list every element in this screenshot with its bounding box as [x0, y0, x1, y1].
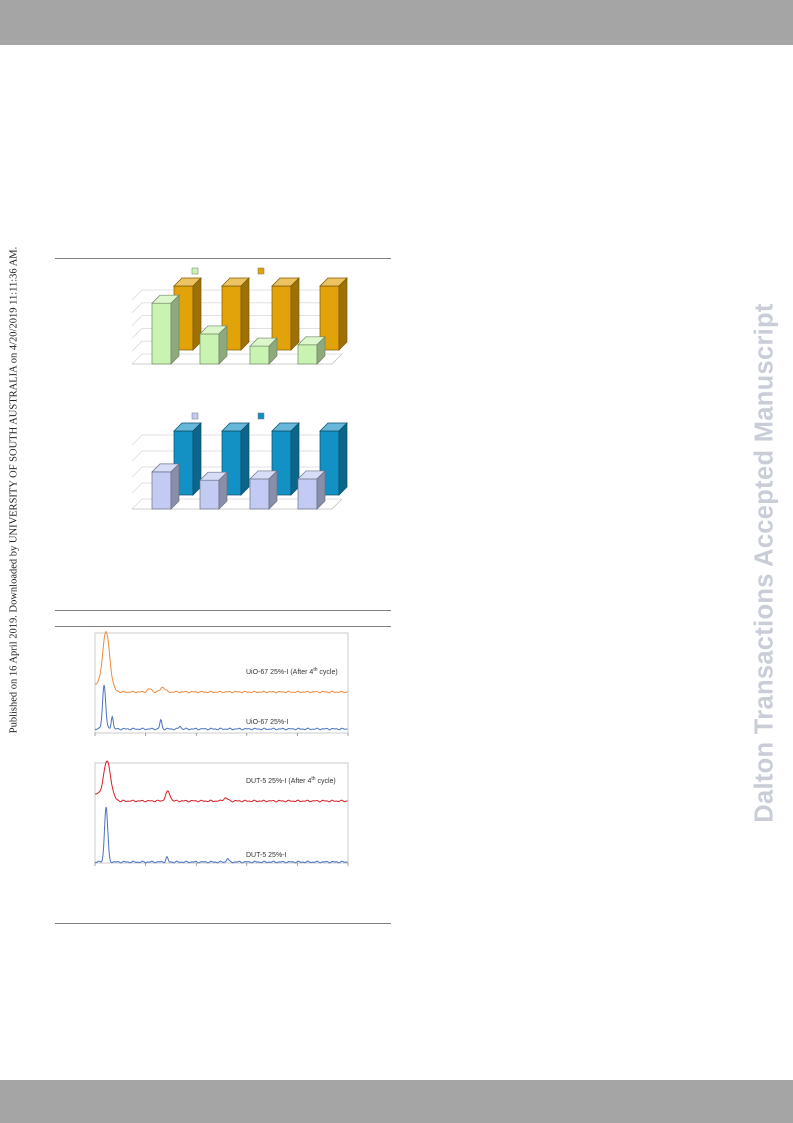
annotation-sup: th	[311, 776, 315, 782]
publication-note: Published on 16 April 2019. Downloaded b…	[8, 246, 20, 734]
floor-line	[331, 353, 343, 365]
gridline-side	[131, 315, 143, 326]
bar-back-side	[290, 277, 300, 351]
figure-top-rule	[55, 258, 391, 259]
figure-divider-rule	[55, 610, 391, 611]
gridline-side	[131, 434, 143, 446]
legend-swatch	[191, 267, 199, 275]
gridline-side	[131, 328, 143, 339]
legend-swatch	[191, 412, 199, 420]
trace-annotation: UiO-67 25%-I	[246, 719, 288, 726]
bar-front-side	[268, 470, 278, 510]
annotation-text-post: cycle)	[317, 669, 337, 676]
trace-annotation: DUT-5 25%-I	[246, 852, 287, 859]
annotation-text: UiO-67 25%-I (After 4	[246, 669, 313, 676]
gridline-side	[131, 289, 143, 301]
annotation-sup: th	[313, 667, 317, 673]
bar-back-side	[338, 277, 348, 351]
bar-chart-uio	[131, 267, 348, 365]
bar-back-side	[240, 422, 250, 496]
trace-annotation: UiO-67 25%-I (After 4th cycle)	[246, 667, 338, 676]
bar-front	[249, 470, 278, 510]
xrd-chart-dut5: DUT-5 25%-I (After 4th cycle) DUT-5 25%-I	[94, 760, 349, 866]
bar-front-front	[249, 478, 270, 510]
bar-front-side	[218, 325, 228, 365]
plot-frame	[94, 762, 349, 864]
bar-back-side	[240, 277, 250, 351]
top-band	[0, 0, 793, 45]
plot-frame	[94, 632, 349, 734]
bar-front	[249, 337, 278, 365]
annotation-text: UiO-67 25%-I	[246, 719, 288, 726]
bar-front	[199, 471, 228, 510]
bar-front-front	[151, 302, 172, 365]
bar-front-front	[151, 471, 172, 510]
bar-front-side	[170, 463, 180, 510]
bar-front-front	[249, 345, 270, 365]
bar-chart-mil-dut	[131, 412, 348, 510]
bar-front-side	[316, 335, 326, 365]
accepted-manuscript-watermark: Dalton Transactions Accepted Manuscript	[750, 303, 779, 823]
bar-front-front	[199, 333, 220, 365]
annotation-text: DUT-5 25%-I (After 4	[246, 778, 311, 785]
gridline-side	[131, 302, 143, 314]
bar-back	[319, 277, 348, 351]
bar-back	[173, 277, 202, 351]
bar-front-side	[218, 471, 228, 510]
bar-front-front	[199, 479, 220, 510]
xrd-chart-uio67: UiO-67 25%-I (After 4th cycle)UiO-67 25%…	[94, 631, 349, 736]
xrd-trace	[94, 684, 348, 731]
annotation-text-post: cycle)	[316, 778, 336, 785]
gridline-side	[131, 353, 143, 365]
gridline-side	[131, 482, 143, 494]
bar-back	[271, 277, 300, 351]
bar-front	[297, 470, 326, 510]
bar-back-side	[338, 422, 348, 496]
bar-front-side	[316, 470, 326, 510]
gridline-side	[131, 450, 143, 462]
trace-annotation: DUT-5 25%-I (After 4th cycle)	[246, 776, 336, 785]
xrd-trace	[94, 760, 348, 803]
gridline-side	[131, 498, 143, 510]
figure-top-rule-2	[55, 626, 391, 627]
bar-front-side	[170, 294, 180, 365]
bar-front	[151, 294, 180, 365]
annotation-text: DUT-5 25%-I	[246, 852, 287, 859]
xrd-trace	[94, 806, 348, 864]
bar-front	[151, 463, 180, 510]
bar-front-front	[297, 478, 318, 510]
legend-swatch	[257, 267, 265, 275]
xrd-trace	[95, 631, 348, 694]
bar-front	[199, 325, 228, 365]
bar-front	[297, 335, 326, 365]
legend-swatch	[257, 412, 265, 420]
bottom-band	[0, 1080, 793, 1123]
figure-bottom-rule	[55, 923, 391, 924]
bar-front-front	[297, 344, 318, 365]
gridline-side	[131, 466, 143, 478]
bar-front-side	[268, 337, 278, 365]
gridline-side	[131, 340, 143, 352]
floor-line	[331, 498, 343, 510]
